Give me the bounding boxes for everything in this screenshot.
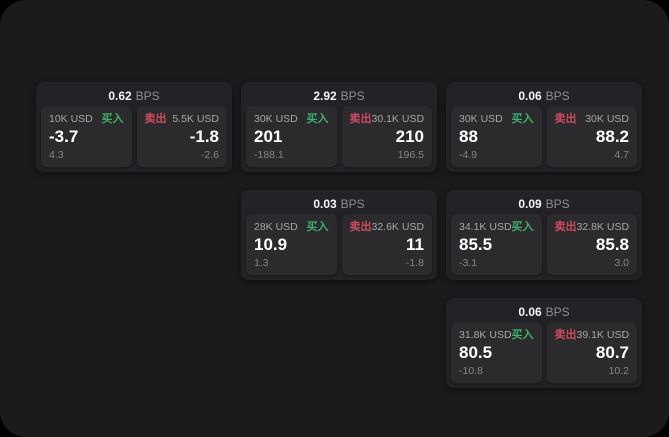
buy-side-label: 买入: [306, 113, 329, 125]
sell-price: 80.7: [595, 343, 629, 362]
sell-notional: 32.6K USD: [371, 221, 425, 233]
bps-header: 0.03 BPS: [246, 195, 432, 214]
bps-value: 0.03: [313, 197, 337, 211]
sell-quote-button[interactable]: 卖出 5.5K USD -1.8 -2.6: [136, 106, 227, 167]
buy-price: 201: [254, 127, 283, 146]
sell-price: -1.8: [189, 127, 219, 146]
buy-quote-button[interactable]: 30K USD 买入 201 -188.1: [246, 106, 337, 167]
buy-price: 88: [459, 127, 478, 146]
bps-unit-label: BPS: [545, 197, 570, 211]
bps-value: 2.92: [313, 89, 337, 103]
sell-notional: 39.1K USD: [576, 329, 630, 341]
buy-notional: 30K USD: [254, 113, 298, 125]
buy-quote-button[interactable]: 31.8K USD 买入 80.5 -10.8: [451, 322, 542, 383]
quote-card[interactable]: 0.09 BPS 34.1K USD 买入 85.5 -3.1 卖出 32.8K…: [446, 190, 642, 280]
buy-delta: -188.1: [254, 149, 284, 161]
sell-delta: 196.5: [397, 149, 424, 161]
buy-side-label: 买入: [306, 221, 329, 233]
bps-header: 0.62 BPS: [41, 87, 227, 106]
sell-quote-button[interactable]: 卖出 30K USD 88.2 4.7: [546, 106, 637, 167]
buy-notional: 31.8K USD: [459, 329, 512, 341]
bps-value: 0.09: [518, 197, 542, 211]
sell-notional: 32.8K USD: [576, 221, 630, 233]
sell-side-label: 卖出: [554, 221, 577, 233]
buy-quote-button[interactable]: 30K USD 买入 88 -4.9: [451, 106, 542, 167]
buy-side-label: 买入: [101, 113, 124, 125]
buy-price: 80.5: [459, 343, 493, 362]
sell-side-label: 卖出: [144, 113, 167, 125]
buy-quote-button[interactable]: 34.1K USD 买入 85.5 -3.1: [451, 214, 542, 275]
buy-notional: 34.1K USD: [459, 221, 512, 233]
sell-side-label: 卖出: [554, 329, 577, 341]
buy-delta: -3.1: [459, 257, 478, 269]
bps-unit-label: BPS: [340, 197, 365, 211]
buy-quote-button[interactable]: 10K USD 买入 -3.7 4.3: [41, 106, 132, 167]
sell-price: 85.8: [595, 235, 629, 254]
quote-pair: 28K USD 买入 10.9 1.3 卖出 32.6K USD 11 -1.8: [246, 214, 432, 275]
sell-delta: 10.2: [608, 365, 629, 377]
sell-quote-button[interactable]: 卖出 39.1K USD 80.7 10.2: [546, 322, 637, 383]
quote-card[interactable]: 2.92 BPS 30K USD 买入 201 -188.1 卖出 30.1K …: [241, 82, 437, 172]
bps-header: 0.09 BPS: [451, 195, 637, 214]
sell-side-label: 卖出: [349, 221, 372, 233]
sell-delta: 4.7: [614, 149, 629, 161]
quote-pair: 30K USD 买入 201 -188.1 卖出 30.1K USD 210 1…: [246, 106, 432, 167]
quote-pair: 30K USD 买入 88 -4.9 卖出 30K USD 88.2 4.7: [451, 106, 637, 167]
bps-value: 0.62: [108, 89, 132, 103]
sell-delta: -2.6: [200, 149, 219, 161]
bps-value: 0.06: [518, 89, 542, 103]
quote-card[interactable]: 0.62 BPS 10K USD 买入 -3.7 4.3 卖出 5.5K USD: [36, 82, 232, 172]
quote-card[interactable]: 0.06 BPS 30K USD 买入 88 -4.9 卖出 30K USD: [446, 82, 642, 172]
sell-notional: 5.5K USD: [172, 113, 219, 125]
buy-delta: 4.3: [49, 149, 64, 161]
buy-price: 10.9: [254, 235, 288, 254]
quote-pair: 10K USD 买入 -3.7 4.3 卖出 5.5K USD -1.8 -2.…: [41, 106, 227, 167]
buy-notional: 30K USD: [459, 113, 503, 125]
buy-price: -3.7: [49, 127, 79, 146]
sell-side-label: 卖出: [554, 113, 577, 125]
sell-quote-button[interactable]: 卖出 30.1K USD 210 196.5: [341, 106, 432, 167]
buy-quote-button[interactable]: 28K USD 买入 10.9 1.3: [246, 214, 337, 275]
buy-notional: 10K USD: [49, 113, 93, 125]
sell-price: 210: [395, 127, 424, 146]
buy-delta: 1.3: [254, 257, 269, 269]
buy-notional: 28K USD: [254, 221, 298, 233]
sell-notional: 30.1K USD: [371, 113, 425, 125]
quote-pair: 34.1K USD 买入 85.5 -3.1 卖出 32.8K USD 85.8…: [451, 214, 637, 275]
sell-notional: 30K USD: [585, 113, 629, 125]
buy-side-label: 买入: [511, 113, 534, 125]
quote-pair: 31.8K USD 买入 80.5 -10.8 卖出 39.1K USD 80.…: [451, 322, 637, 383]
buy-side-label: 买入: [511, 221, 534, 233]
bps-header: 2.92 BPS: [246, 87, 432, 106]
quote-card[interactable]: 0.03 BPS 28K USD 买入 10.9 1.3 卖出 32.6K US…: [241, 190, 437, 280]
bps-unit-label: BPS: [340, 89, 365, 103]
bps-unit-label: BPS: [135, 89, 160, 103]
buy-delta: -4.9: [459, 149, 478, 161]
buy-delta: -10.8: [459, 365, 483, 377]
quote-card-grid: 0.62 BPS 10K USD 买入 -3.7 4.3 卖出 5.5K USD: [36, 82, 642, 388]
quote-card[interactable]: 0.06 BPS 31.8K USD 买入 80.5 -10.8 卖出 39.1…: [446, 298, 642, 388]
buy-price: 85.5: [459, 235, 493, 254]
bps-unit-label: BPS: [545, 305, 570, 319]
sell-quote-button[interactable]: 卖出 32.6K USD 11 -1.8: [341, 214, 432, 275]
buy-side-label: 买入: [511, 329, 534, 341]
sell-delta: -1.8: [405, 257, 424, 269]
sell-delta: 3.0: [614, 257, 629, 269]
sell-price: 88.2: [595, 127, 629, 146]
bps-header: 0.06 BPS: [451, 87, 637, 106]
sell-quote-button[interactable]: 卖出 32.8K USD 85.8 3.0: [546, 214, 637, 275]
sell-side-label: 卖出: [349, 113, 372, 125]
bps-header: 0.06 BPS: [451, 303, 637, 322]
bps-unit-label: BPS: [545, 89, 570, 103]
sell-price: 11: [406, 235, 424, 254]
bps-value: 0.06: [518, 305, 542, 319]
